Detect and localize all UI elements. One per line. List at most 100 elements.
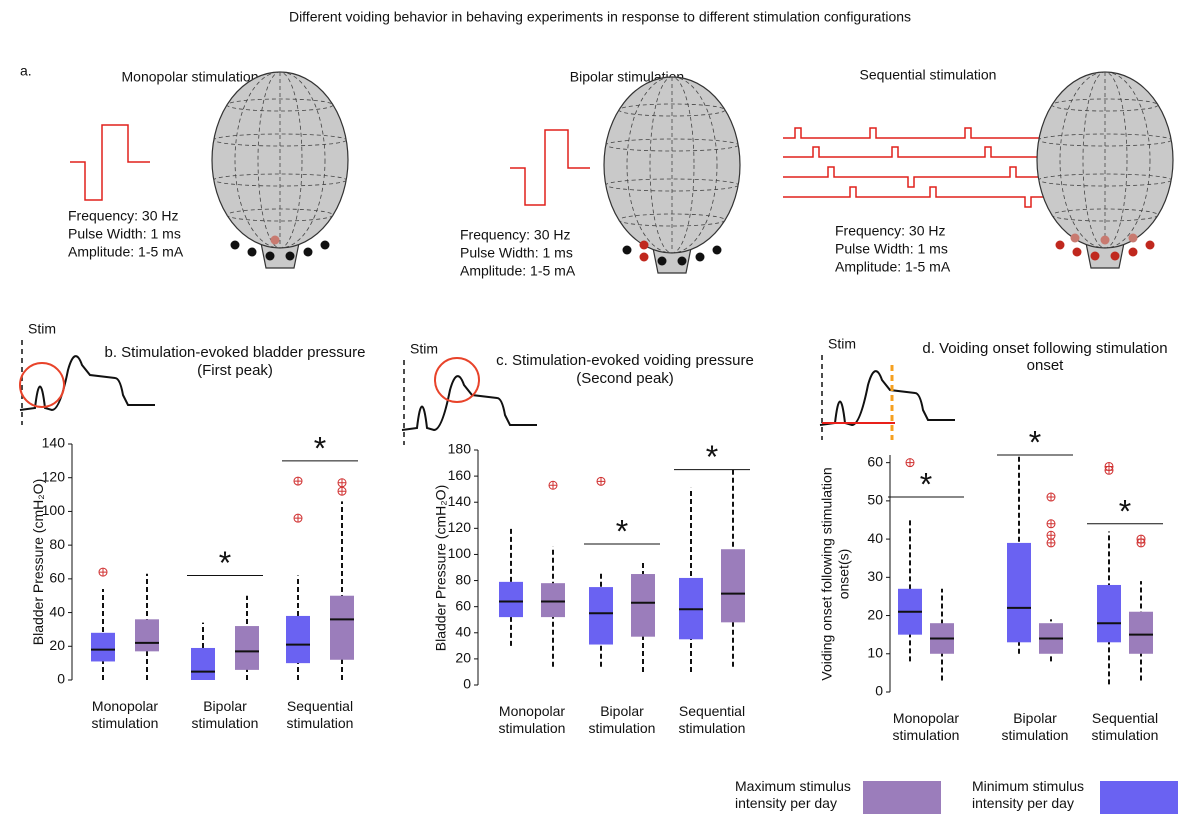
electrode: [1101, 236, 1110, 245]
box: [191, 648, 215, 680]
y-tick-label: 80: [455, 571, 471, 587]
electrode: [696, 253, 705, 262]
significance: *: [1029, 424, 1041, 460]
x-tick-label: Monopolar stimulation: [75, 698, 175, 732]
y-tick-label: 20: [455, 650, 471, 666]
waveform: [510, 130, 590, 205]
figure: Different voiding behavior in behaving e…: [0, 0, 1201, 814]
electrode: [1073, 248, 1082, 257]
y-axis-label: Bladder Pressure (cmH₂O): [423, 450, 457, 685]
electrode: [321, 241, 330, 250]
pressure-trace: [820, 371, 955, 425]
significance: *: [706, 439, 718, 475]
highlight: [435, 358, 479, 402]
significance: *: [314, 430, 326, 466]
param: Amplitude: 1-5 mA: [68, 244, 184, 260]
bladder-drawings: [212, 72, 1173, 273]
legend-label: Minimum stimulus intensity per day: [972, 778, 1102, 812]
y-tick-label: 0: [463, 676, 471, 692]
significance: *: [1119, 493, 1131, 529]
x-tick-label: Sequential stimulation: [662, 703, 762, 737]
electrode: [266, 252, 275, 261]
param: Frequency: 30 Hz: [835, 223, 946, 239]
legend-label: Maximum stimulus intensity per day: [735, 778, 865, 812]
figure-title: Different voiding behavior in behaving e…: [289, 9, 911, 25]
y-tick-label: 40: [867, 530, 883, 546]
electrode: [286, 252, 295, 261]
x-tick-label: Bipolar stimulation: [985, 710, 1085, 744]
y-tick-label: 50: [867, 492, 883, 508]
highlight: [20, 363, 64, 407]
x-tick-label: Monopolar stimulation: [482, 703, 582, 737]
box: [541, 583, 565, 617]
stim-label: Stim: [28, 321, 56, 337]
box: [235, 626, 259, 670]
figure-canvas: Different voiding behavior in behaving e…: [0, 0, 1201, 814]
electrode: [1129, 248, 1138, 257]
param: Pulse Width: 1 ms: [460, 245, 573, 261]
chart-subtitle: (First peak): [85, 362, 385, 379]
x-tick-label: Bipolar stimulation: [175, 698, 275, 732]
waveform-sequential: [783, 128, 1043, 207]
box: [589, 587, 613, 644]
electrode: [713, 246, 722, 255]
x-tick-label: Sequential stimulation: [270, 698, 370, 732]
electrode: [678, 257, 687, 266]
electrode: [1091, 252, 1100, 261]
y-tick-label: 60: [867, 453, 883, 469]
electrode: [1071, 234, 1080, 243]
significance: *: [616, 513, 628, 549]
x-tick-label: Monopolar stimulation: [876, 710, 976, 744]
box: [1007, 543, 1031, 642]
box: [1129, 612, 1153, 654]
chart-subtitle: (Second peak): [475, 370, 775, 387]
panel-title: Sequential stimulation: [860, 67, 997, 83]
param: Pulse Width: 1 ms: [68, 226, 181, 242]
box: [330, 596, 354, 660]
electrode: [1146, 241, 1155, 250]
param: Amplitude: 1-5 mA: [835, 259, 951, 275]
electrode: [623, 246, 632, 255]
stim-label: Stim: [828, 336, 856, 352]
box: [135, 619, 159, 651]
param: Amplitude: 1-5 mA: [460, 263, 576, 279]
waveform: [70, 125, 150, 200]
electrode: [658, 257, 667, 266]
param: Pulse Width: 1 ms: [835, 241, 948, 257]
box: [1097, 585, 1121, 642]
y-tick-label: 0: [875, 683, 883, 699]
significance: *: [219, 545, 231, 581]
electrode: [271, 236, 280, 245]
box: [631, 574, 655, 637]
y-axis-label: Voiding onset following stimulation onse…: [818, 455, 852, 692]
y-tick-label: 20: [867, 606, 883, 622]
y-tick-label: 10: [867, 644, 883, 660]
y-tick-label: 40: [455, 623, 471, 639]
chart-title: b. Stimulation-evoked bladder pressure: [85, 344, 385, 361]
x-tick-label: Bipolar stimulation: [572, 703, 672, 737]
significance: *: [920, 467, 932, 503]
electrode: [248, 248, 257, 257]
box: [286, 616, 310, 663]
y-tick-label: 0: [57, 671, 65, 687]
electrode: [231, 241, 240, 250]
electrode: [1111, 252, 1120, 261]
y-tick-label: 60: [455, 597, 471, 613]
y-axis-label: Bladder Pressure (cmH₂O): [21, 444, 55, 680]
chart-title: d. Voiding onset following stimulation o…: [910, 340, 1180, 374]
box: [499, 582, 523, 617]
electrode: [640, 253, 649, 262]
box: [721, 549, 745, 622]
x-tick-label: Sequential stimulation: [1075, 710, 1175, 744]
electrode: [640, 241, 649, 250]
electrode: [1056, 241, 1065, 250]
box: [91, 633, 115, 662]
stim-label: Stim: [410, 341, 438, 357]
electrode: [304, 248, 313, 257]
electrode: [1129, 234, 1138, 243]
param: Frequency: 30 Hz: [68, 208, 179, 224]
legend-swatch: [1100, 781, 1178, 814]
panel-label: a.: [20, 63, 32, 79]
panel-title: Monopolar stimulation: [122, 69, 259, 85]
legend-swatch: [863, 781, 941, 814]
